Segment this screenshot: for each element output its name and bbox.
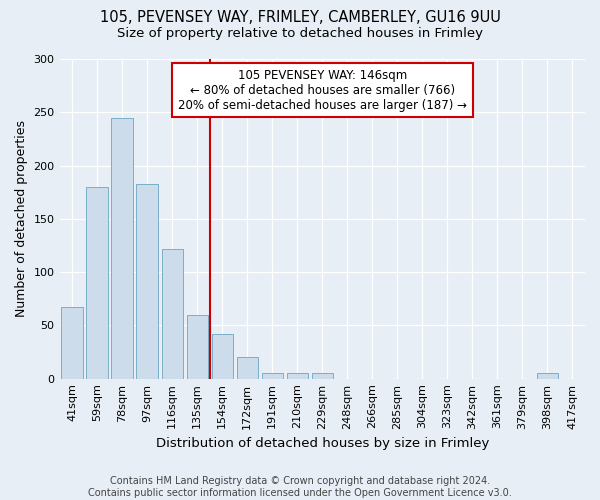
Bar (537, 374, 558, 378)
Bar (161, 248, 183, 378)
Bar (187, 314, 208, 378)
Text: Contains HM Land Registry data © Crown copyright and database right 2024.
Contai: Contains HM Land Registry data © Crown c… (88, 476, 512, 498)
Bar (61, 308, 83, 378)
Bar (86, 187, 108, 378)
X-axis label: Distribution of detached houses by size in Frimley: Distribution of detached houses by size … (155, 437, 489, 450)
Bar (212, 334, 233, 378)
Y-axis label: Number of detached properties: Number of detached properties (15, 120, 28, 318)
Bar (136, 184, 158, 378)
Text: 105, PEVENSEY WAY, FRIMLEY, CAMBERLEY, GU16 9UU: 105, PEVENSEY WAY, FRIMLEY, CAMBERLEY, G… (100, 10, 500, 25)
Text: 105 PEVENSEY WAY: 146sqm
← 80% of detached houses are smaller (766)
20% of semi-: 105 PEVENSEY WAY: 146sqm ← 80% of detach… (178, 68, 467, 112)
Bar (236, 358, 258, 378)
Bar (311, 374, 333, 378)
Bar (287, 374, 308, 378)
Text: Size of property relative to detached houses in Frimley: Size of property relative to detached ho… (117, 28, 483, 40)
Bar (262, 374, 283, 378)
Bar (112, 118, 133, 378)
